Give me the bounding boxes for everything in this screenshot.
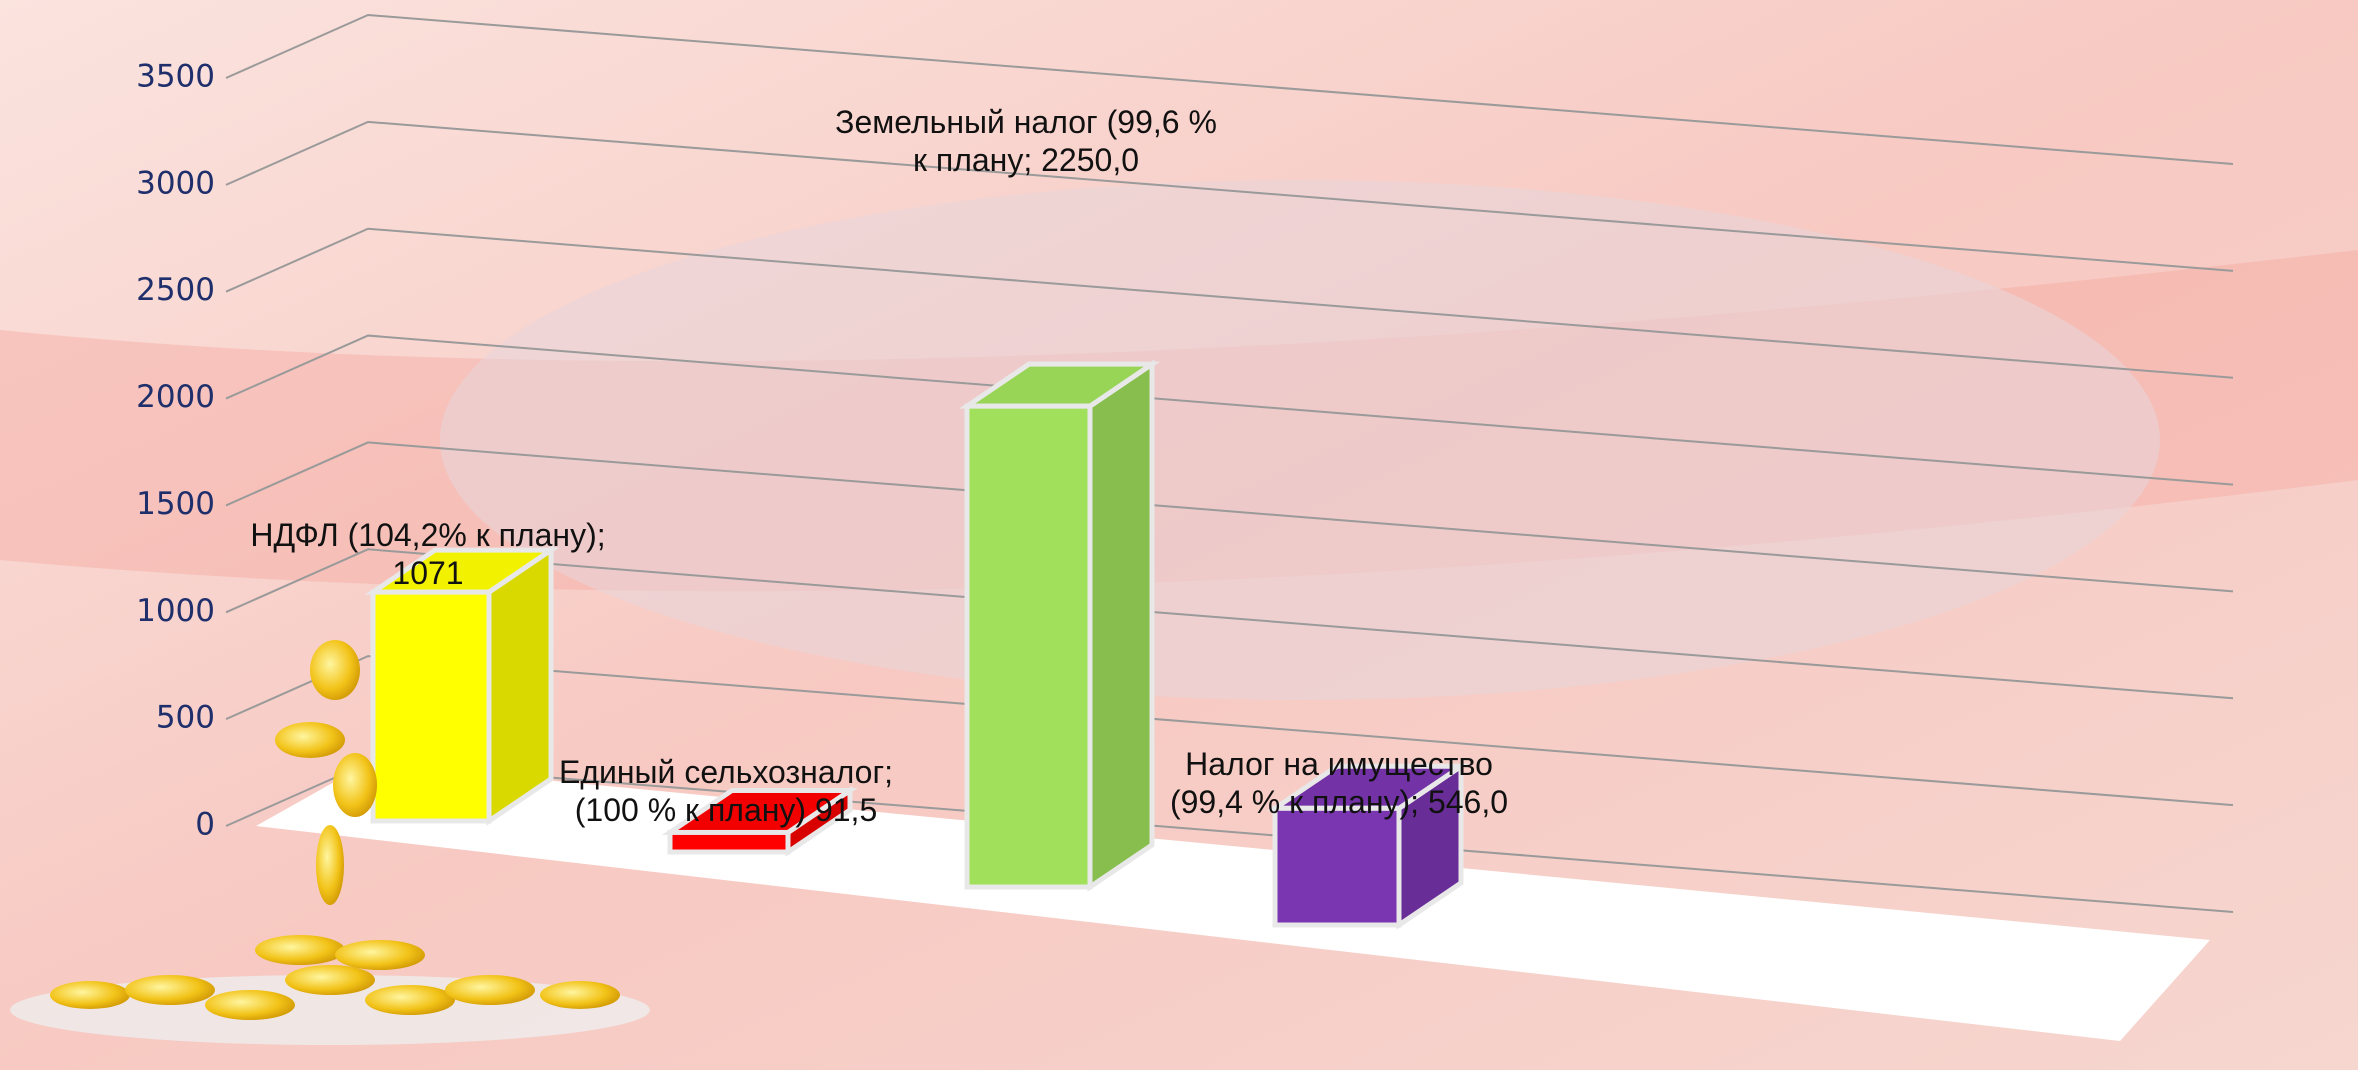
bar (661, 785, 859, 857)
data-label: Единый сельхозналог; (100 % к плану) 91,5 (559, 754, 893, 828)
data-label-line: (99,4 % к плану); 546,0 (1170, 784, 1508, 820)
data-label-line: НДФЛ (104,2% к плану); (250, 517, 605, 553)
grid-line (225, 13, 2234, 165)
data-label: Земельный налог (99,6 % к плану; 2250,0 (835, 104, 1217, 178)
grid: 0 500 1000 1500 2000 2500 3000 3500 (136, 13, 2234, 913)
grid-line (225, 441, 2234, 593)
bar-front (370, 589, 492, 824)
y-tick-label: 2500 (136, 272, 215, 308)
grid-line (225, 120, 2234, 272)
y-tick-label: 3500 (136, 59, 215, 95)
bar-side (486, 545, 554, 826)
bar-side (1087, 359, 1155, 892)
background-disc (440, 180, 2160, 700)
data-label: Налог на имущество (99,4 % к плану); 546,… (1170, 746, 1508, 820)
y-tick-label: 1000 (136, 593, 215, 629)
data-label-line: 1071 (392, 555, 463, 591)
bar-front (964, 403, 1093, 890)
bar-front (1272, 805, 1402, 928)
data-label-line: Единый сельхозналог; (559, 754, 893, 790)
grid-line (225, 227, 2234, 379)
grid-line (225, 334, 2234, 486)
data-labels: НДФЛ (104,2% к плану); 1071 Единый сельхоз… (250, 104, 1508, 828)
bar-front (667, 829, 791, 855)
grid-line (225, 655, 2234, 807)
bars (364, 359, 1470, 930)
coins-decoration (10, 640, 650, 1045)
y-tick-label: 1500 (136, 486, 215, 522)
bar (958, 359, 1161, 892)
y-tick-label: 500 (156, 700, 215, 736)
y-tick-label: 3000 (136, 165, 215, 201)
data-label: НДФЛ (104,2% к плану); 1071 (250, 517, 605, 591)
data-label-line: Земельный налог (99,6 % (835, 104, 1217, 140)
data-label-line: к плану; 2250,0 (913, 142, 1139, 178)
bar (1266, 761, 1470, 930)
y-tick-label: 0 (195, 807, 215, 843)
data-label-line: (100 % к плану) 91,5 (575, 792, 877, 828)
data-label-line: Налог на имущество (1185, 746, 1493, 782)
bar (364, 545, 560, 826)
grid-line (225, 548, 2234, 700)
y-tick-label: 2000 (136, 379, 215, 415)
